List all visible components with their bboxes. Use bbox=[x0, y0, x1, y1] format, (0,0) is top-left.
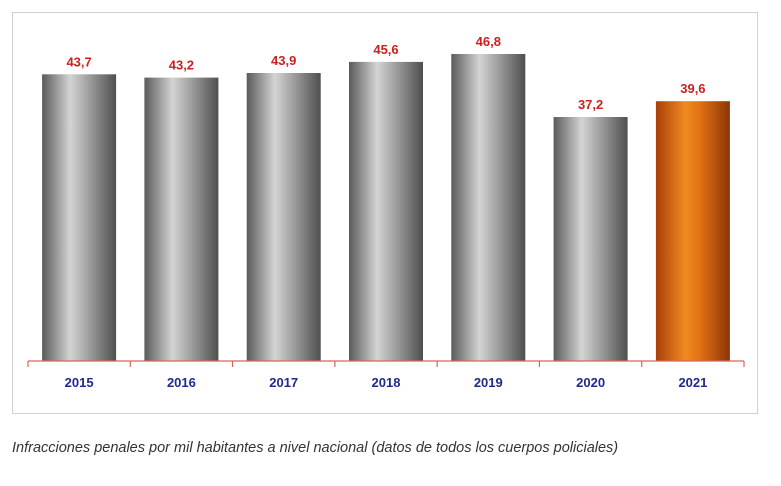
data-label-2015: 43,7 bbox=[66, 54, 91, 69]
bar-2021 bbox=[655, 101, 730, 361]
data-label-2019: 46,8 bbox=[476, 34, 501, 49]
data-label-2017: 43,9 bbox=[271, 53, 296, 68]
bar-2017 bbox=[246, 73, 321, 361]
data-label-2016: 43,2 bbox=[169, 58, 194, 73]
chart-caption: Infracciones penales por mil habitantes … bbox=[12, 440, 619, 456]
data-label-2018: 45,6 bbox=[373, 42, 398, 57]
category-label-2020: 2020 bbox=[576, 375, 605, 390]
bar-2016 bbox=[144, 77, 219, 361]
category-label-2016: 2016 bbox=[167, 375, 196, 390]
bar-2018 bbox=[349, 61, 423, 362]
category-label-2018: 2018 bbox=[372, 375, 401, 390]
category-label-2021: 2021 bbox=[678, 375, 707, 390]
data-label-2020: 37,2 bbox=[578, 97, 603, 112]
category-label-2015: 2015 bbox=[65, 375, 94, 390]
bar-2015 bbox=[42, 74, 117, 362]
data-label-2021: 39,6 bbox=[680, 81, 705, 96]
category-label-2017: 2017 bbox=[269, 375, 298, 390]
bar-2019 bbox=[451, 54, 526, 361]
bar-2020 bbox=[553, 117, 628, 361]
category-label-2019: 2019 bbox=[474, 375, 503, 390]
bar-chart: 43,7 2015 43,2 2016 43,9 2017 45,6 2018 46,8 2019… bbox=[27, 34, 745, 390]
